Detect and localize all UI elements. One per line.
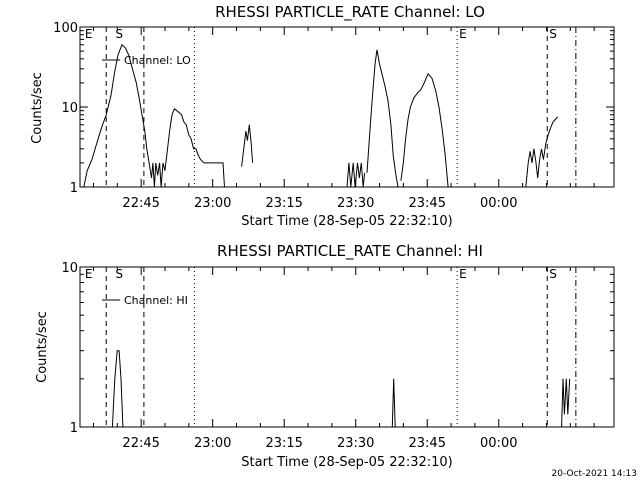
footer-timestamp: 20-Oct-2021 14:13 (552, 469, 637, 479)
chart-title: RHESSI PARTICLE_RATE Channel: LO (215, 3, 485, 22)
y-axis-label: Counts/sec (35, 311, 50, 383)
x-tick-label: 23:45 (409, 436, 446, 451)
x-tick-label: 23:15 (265, 196, 302, 211)
series-line (346, 162, 366, 188)
x-tick-label: 22:45 (122, 436, 159, 451)
y-tick-label: 10 (61, 261, 78, 276)
panel-hi: RHESSI PARTICLE_RATE Channel: HI Start T… (35, 242, 615, 470)
x-tick-label: 22:45 (122, 196, 159, 211)
x-tick-label: 23:30 (337, 436, 374, 451)
y-tick-label: 1 (70, 181, 78, 196)
x-axis-label: Start Time (28-Sep-05 22:32:10) (241, 214, 452, 229)
y-tick-label: 1 (70, 421, 78, 436)
event-marker-label: E (459, 267, 467, 281)
x-tick-label: 23:00 (194, 436, 231, 451)
chart-title: RHESSI PARTICLE_RATE Channel: HI (217, 242, 483, 261)
series-line (83, 43, 225, 188)
event-marker-label: E (459, 27, 467, 41)
panel-lo: RHESSI PARTICLE_RATE Channel: LO Start T… (30, 3, 615, 229)
series-line (561, 378, 571, 428)
x-tick-label: 23:45 (409, 196, 446, 211)
plot-frame (79, 266, 615, 428)
series-line (391, 378, 396, 428)
event-marker-label: E (85, 267, 93, 281)
event-marker-label: S (549, 27, 557, 41)
event-marker-label: E (85, 27, 93, 41)
x-tick-label: 00:00 (480, 196, 517, 211)
series-line (525, 116, 559, 188)
x-tick-label: 23:30 (337, 196, 374, 211)
legend-label: Channel: LO (124, 54, 191, 67)
series-line (241, 124, 254, 167)
series-line (400, 72, 449, 188)
x-axis-label: Start Time (28-Sep-05 22:32:10) (241, 455, 452, 470)
x-tick-label: 23:00 (194, 196, 231, 211)
x-tick-label: 23:15 (265, 436, 302, 451)
series-line (366, 49, 399, 188)
legend-label: Channel: HI (124, 294, 188, 307)
event-marker-label: S (549, 267, 557, 281)
y-tick-label: 100 (53, 21, 78, 36)
x-tick-label: 00:00 (480, 436, 517, 451)
event-marker-label: S (115, 267, 123, 281)
y-axis-label: Counts/sec (30, 72, 45, 144)
series-line (111, 350, 124, 428)
y-tick-label: 10 (61, 101, 78, 116)
event-marker-label: S (115, 27, 123, 41)
